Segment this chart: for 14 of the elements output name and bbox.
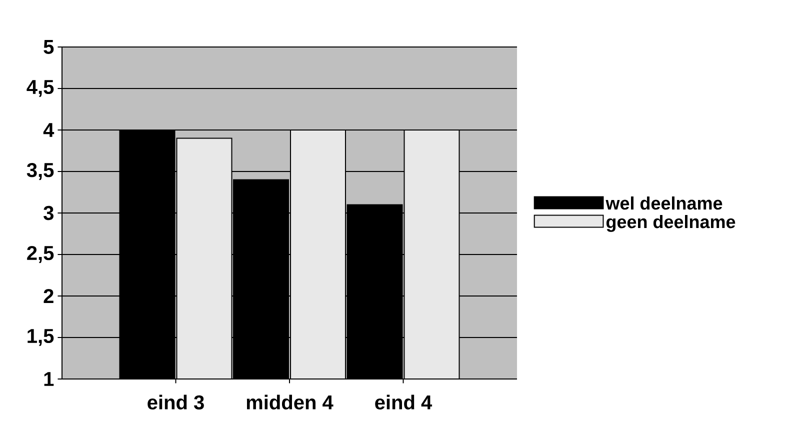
y-tick-label: 1 — [44, 372, 54, 386]
y-tick-label: 4 — [43, 123, 54, 137]
y-tick-label: 1,5 — [28, 329, 54, 346]
y-tick-label: 3 — [44, 206, 54, 220]
x-tick-label: eind 3 — [148, 394, 204, 410]
legend-label: wel deelname — [606, 196, 722, 210]
y-tick-label: 2,5 — [27, 246, 54, 264]
y-tick-label: 3,5 — [26, 162, 54, 180]
legend-label: geen deelname — [606, 214, 736, 232]
x-tick-label: midden 4 — [246, 394, 334, 410]
y-tick-label: 5 — [44, 40, 54, 54]
y-tick-label: 2 — [44, 289, 54, 303]
x-tick-label: eind 4 — [375, 394, 432, 410]
y-tick-label: 4,5 — [26, 80, 54, 97]
